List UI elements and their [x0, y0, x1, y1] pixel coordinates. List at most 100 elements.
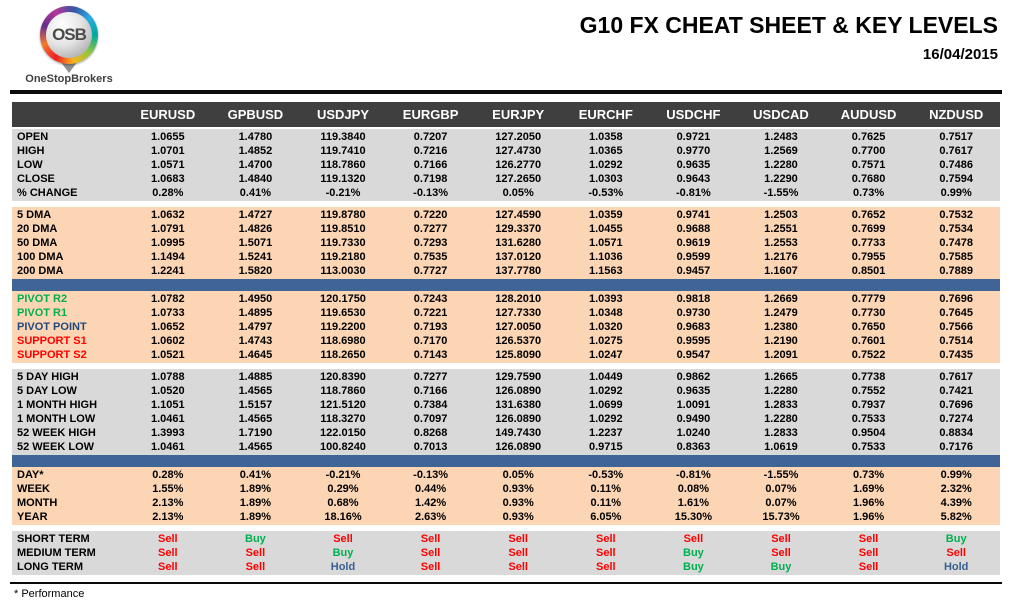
cell-5-day-high-usdcad: 1.2665 [764, 371, 798, 383]
cell-support-s1-usdchf: 0.9595 [676, 335, 711, 347]
cell-5-day-high-nzdusd: 0.7617 [939, 371, 974, 383]
cell-5-dma-gpbusd: 1.4727 [238, 209, 273, 221]
table-row-support-s1: SUPPORT S1 1.0602 1.4743 118.6980 0.7170 126.… [12, 334, 1000, 348]
cell-close-eurjpy: 127.2650 [495, 173, 542, 185]
cell-high-usdcad: 1.2569 [764, 145, 798, 157]
col-header-usdchf: USDCHF [666, 107, 721, 122]
cell-52-week-low-eurusd: 1.0461 [150, 441, 185, 453]
cell-52-week-high-nzdusd: 0.8834 [939, 427, 974, 439]
cell-low-usdchf: 0.9635 [676, 159, 711, 171]
cell-1-month-low-audusd: 0.7533 [851, 413, 886, 425]
cell-5-day-low-usdjpy: 118.7860 [320, 385, 366, 397]
table-row-pivot-r1: PIVOT R1 1.0733 1.4895 119.6530 0.7221 127.73… [12, 306, 1000, 320]
cell-pivot-r2-usdjpy: 120.1750 [320, 293, 366, 305]
cell-200-dma-gpbusd: 1.5820 [238, 265, 273, 277]
row-label-1-month-high: 1 MONTH HIGH [17, 399, 98, 411]
cell-pivot-point-gpbusd: 1.4797 [238, 321, 273, 333]
cell-1-month-low-usdcad: 1.2280 [764, 413, 798, 425]
cell-52-week-high-audusd: 0.9504 [851, 427, 886, 439]
cell-change-gpbusd: 0.41% [239, 187, 271, 199]
table-row-1-month-low: 1 MONTH LOW 1.0461 1.4565 118.3270 0.7097 126… [12, 412, 1000, 426]
cell-support-s1-eurgbp: 0.7170 [413, 335, 448, 347]
table-row-20-dma: 20 DMA 1.0791 1.4826 119.8510 0.7277 129.3370… [12, 222, 1000, 236]
cell-5-day-high-eurusd: 1.0788 [150, 371, 185, 383]
cell-short-term-gpbusd: Buy [245, 533, 266, 545]
cell-50-dma-gpbusd: 1.5071 [238, 237, 273, 249]
cell-close-usdcad: 1.2290 [764, 173, 798, 185]
cell-1-month-low-eurgbp: 0.7097 [413, 413, 448, 425]
cell-1-month-low-eurusd: 1.0461 [150, 413, 185, 425]
cell-pivot-point-usdcad: 1.2380 [764, 321, 798, 333]
cell-100-dma-nzdusd: 0.7585 [939, 251, 974, 263]
cell-medium-term-usdchf: Buy [683, 547, 704, 559]
cell-200-dma-eurusd: 1.2241 [150, 265, 185, 277]
table-row-day: DAY* 0.28% 0.41% -0.21% -0.13% 0.05% -0.53% -0.… [12, 468, 1000, 482]
cell-200-dma-audusd: 0.8501 [851, 265, 886, 277]
cell-change-eurgbp: -0.13% [413, 187, 449, 199]
cell-support-s1-eurusd: 1.0602 [150, 335, 185, 347]
cell-day-eurjpy: 0.05% [502, 469, 534, 481]
cell-52-week-low-eurgbp: 0.7013 [413, 441, 448, 453]
logo-pin-icon: OSB [40, 6, 98, 64]
cell-medium-term-nzdusd: Sell [946, 547, 966, 559]
cell-52-week-high-eurusd: 1.3993 [150, 427, 185, 439]
cell-low-usdjpy: 118.7860 [320, 159, 366, 171]
cell-5-day-high-eurjpy: 129.7590 [495, 371, 542, 383]
cell-1-month-low-gpbusd: 1.4565 [238, 413, 273, 425]
cell-pivot-point-audusd: 0.7650 [851, 321, 886, 333]
cell-support-s2-nzdusd: 0.7435 [939, 349, 974, 361]
row-label-low: LOW [17, 159, 43, 171]
cell-open-eurchf: 1.0358 [588, 131, 623, 143]
row-label-high: HIGH [17, 145, 45, 157]
cell-pivot-r1-usdchf: 0.9730 [676, 307, 711, 319]
row-label-week: WEEK [17, 483, 50, 495]
cell-50-dma-usdcad: 1.2553 [764, 237, 798, 249]
row-label-pivot-point: PIVOT POINT [17, 321, 87, 333]
cell-1-month-high-gpbusd: 1.5157 [238, 399, 273, 411]
table-row-month: MONTH 2.13% 1.89% 0.68% 1.42% 0.93% 0.11% 1.61%… [12, 496, 1000, 510]
cell-change-eurjpy: 0.05% [502, 187, 534, 199]
cell-52-week-low-eurjpy: 126.0890 [495, 441, 542, 453]
cell-year-eurchf: 6.05% [590, 511, 622, 523]
cell-5-dma-usdcad: 1.2503 [764, 209, 798, 221]
cell-5-day-low-eurusd: 1.0520 [150, 385, 185, 397]
cell-long-term-eurgbp: Sell [420, 561, 441, 573]
cell-open-eurusd: 1.0655 [150, 131, 185, 143]
cell-low-gpbusd: 1.4700 [238, 159, 273, 171]
cell-support-s1-usdjpy: 118.6980 [320, 335, 366, 347]
logo-brand-name: OneStopBrokers [25, 73, 113, 85]
cell-medium-term-usdcad: Sell [771, 547, 791, 559]
cell-short-term-eurgbp: Sell [420, 533, 441, 545]
col-header-eurjpy: EURJPY [492, 107, 545, 122]
cell-100-dma-eurchf: 1.1036 [588, 251, 623, 263]
table-row-pivot-point: PIVOT POINT 1.0652 1.4797 119.2200 0.7193 127… [12, 320, 1000, 334]
cell-week-usdchf: 0.08% [677, 483, 709, 495]
cell-1-month-low-eurchf: 1.0292 [588, 413, 623, 425]
row-label-50-dma: 50 DMA [17, 237, 58, 249]
cell-pivot-r1-audusd: 0.7730 [851, 307, 886, 319]
row-label-20-dma: 20 DMA [17, 223, 58, 235]
cell-1-month-high-eurgbp: 0.7384 [413, 399, 448, 411]
cell-support-s2-eurchf: 1.0247 [588, 349, 623, 361]
report-date: 16/04/2015 [922, 46, 998, 63]
cell-pivot-point-eurusd: 1.0652 [150, 321, 185, 333]
cell-short-term-usdjpy: Sell [333, 533, 353, 545]
cell-year-eurusd: 2.13% [152, 511, 184, 523]
cell-change-eurusd: 0.28% [152, 187, 184, 199]
cell-medium-term-eurgbp: Sell [420, 547, 441, 559]
cell-pivot-r2-eurjpy: 128.2010 [495, 293, 542, 305]
cell-pivot-r2-usdcad: 1.2669 [764, 293, 798, 305]
cell-20-dma-gpbusd: 1.4826 [238, 223, 273, 235]
cell-52-week-high-usdchf: 1.0240 [676, 427, 711, 439]
cell-week-eurjpy: 0.93% [502, 483, 534, 495]
fx-table: EURUSD GPBUSD USDJPY EURGBP EURJPY EURCHF USDC… [12, 102, 1000, 575]
cell-1-month-high-nzdusd: 0.7696 [939, 399, 974, 411]
table-row-open: OPEN 1.0655 1.4780 119.3840 0.7207 127.2050 1.… [12, 130, 1000, 144]
col-header-eurgbp: EURGBP [402, 107, 459, 122]
cell-long-term-usdjpy: Hold [330, 561, 356, 573]
table-row-high: HIGH 1.0701 1.4852 119.7410 0.7216 127.4730 1.… [12, 144, 1000, 158]
cell-support-s1-gpbusd: 1.4743 [238, 335, 273, 347]
table-row-50-dma: 50 DMA 1.0995 1.5071 119.7330 0.7293 131.6280… [12, 236, 1000, 250]
cell-day-gpbusd: 0.41% [239, 469, 271, 481]
